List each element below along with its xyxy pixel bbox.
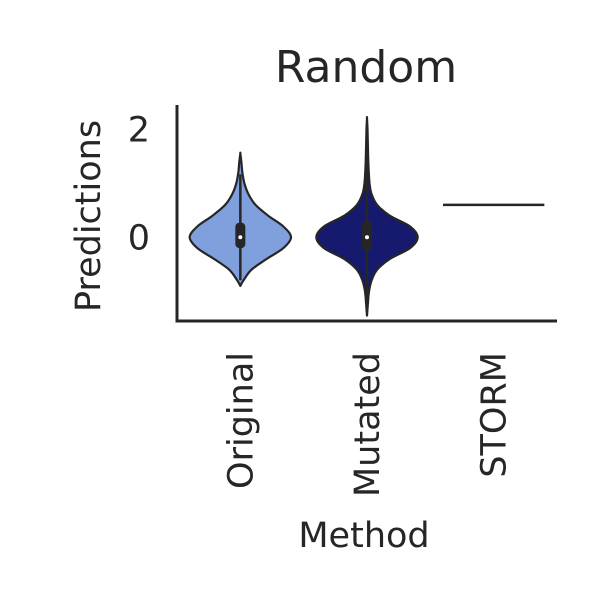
violin-median [365, 235, 369, 240]
violin-layer [188, 116, 545, 317]
x-tick-label: STORM [475, 352, 515, 478]
y-tick-label: 2 [128, 110, 150, 150]
x-tick-label: Original [221, 352, 261, 489]
x-tick-label: Mutated [348, 352, 388, 497]
y-tick-group: 02 [128, 110, 150, 258]
x-axis-label: Method [298, 516, 429, 556]
x-tick-group: Original Mutated STORM [221, 352, 514, 497]
chart-title: Random [275, 42, 457, 93]
y-tick-label: 0 [128, 218, 150, 258]
y-axis-label: Predictions [69, 120, 109, 312]
violin-median [238, 235, 243, 240]
